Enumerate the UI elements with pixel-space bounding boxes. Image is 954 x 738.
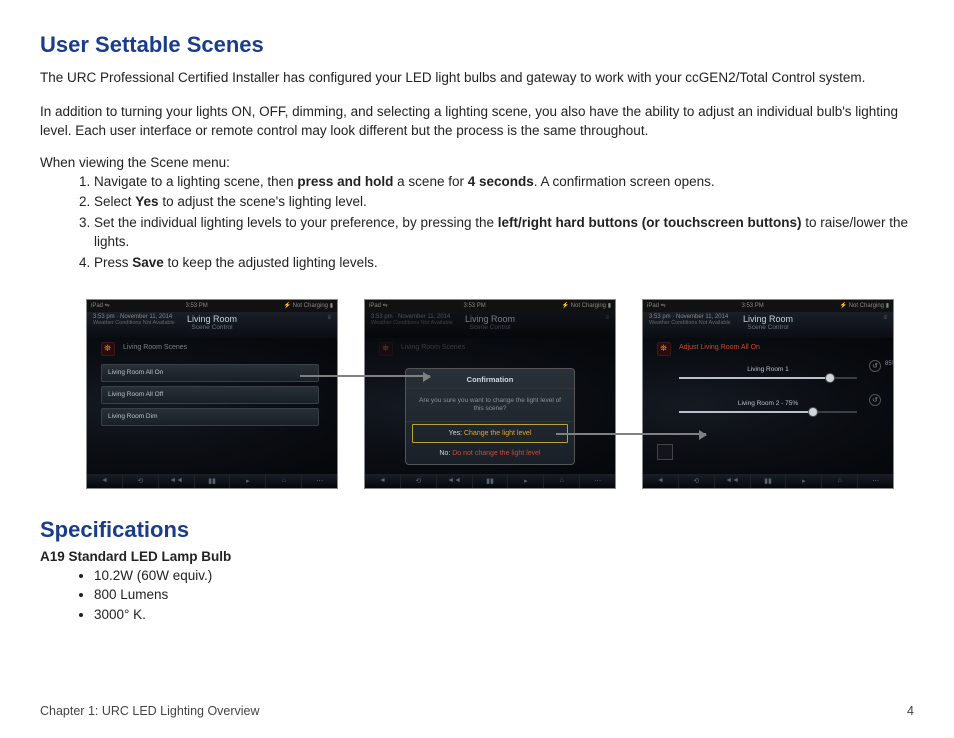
screenshot-1-scene-list: iPad ⇋ 3:53 PM ⚡ Not Charging ▮ 3:53 pm … bbox=[86, 299, 338, 489]
toolbar-btn[interactable]: ◄ bbox=[87, 474, 123, 488]
ipad-status-bar: iPad ⇋ 3:53 PM ⚡ Not Charging ▮ bbox=[643, 300, 893, 312]
toolbar-btn[interactable]: ⟲ bbox=[123, 474, 159, 488]
step-1: Navigate to a lighting scene, then press… bbox=[94, 172, 914, 192]
slider-knob[interactable] bbox=[825, 373, 835, 383]
toolbar-btn[interactable]: ◄ bbox=[365, 474, 401, 488]
screenshot-2-confirmation: iPad ⇋ 3:53 PM ⚡ Not Charging ▮ 3:53 pm … bbox=[364, 299, 616, 489]
toolbar-btn[interactable]: ▸ bbox=[508, 474, 544, 488]
toolbar-btn[interactable]: ◄◄ bbox=[159, 474, 195, 488]
toolbar-btn[interactable]: ⋯ bbox=[580, 474, 615, 488]
scenes-icon bbox=[101, 342, 115, 356]
scenes-icon bbox=[379, 342, 393, 356]
heading-specifications: Specifications bbox=[40, 517, 914, 543]
slider-label: Living Room 2 - 75% bbox=[657, 400, 879, 407]
toolbar-btn[interactable]: ▮▮ bbox=[473, 474, 509, 488]
toolbar-btn[interactable]: ▸ bbox=[230, 474, 266, 488]
slider-value: 85% bbox=[885, 361, 894, 367]
slider-reset-icon[interactable]: ↺ bbox=[869, 360, 881, 372]
app-header: 3:53 pm · November 11, 2014Weather Condi… bbox=[87, 312, 337, 338]
slider-row-1: Living Room 1 85% ↺ bbox=[657, 366, 879, 394]
slider-label: Living Room 1 bbox=[657, 366, 879, 373]
toolbar-btn[interactable]: ⋯ bbox=[858, 474, 893, 488]
intro-paragraph-2: In addition to turning your lights ON, O… bbox=[40, 102, 914, 141]
when-line: When viewing the Scene menu: bbox=[40, 155, 914, 170]
step-2: Select Yes to adjust the scene's lightin… bbox=[94, 192, 914, 212]
toolbar-btn[interactable]: ▮▮ bbox=[195, 474, 231, 488]
slider-row-2: Living Room 2 - 75% ↺ bbox=[657, 400, 879, 428]
spec-item: 10.2W (60W equiv.) bbox=[94, 566, 914, 586]
screenshot-3-adjust: iPad ⇋ 3:53 PM ⚡ Not Charging ▮ 3:53 pm … bbox=[642, 299, 894, 489]
toolbar-btn[interactable]: ◄ bbox=[643, 474, 679, 488]
scene-row[interactable]: Living Room All Off bbox=[101, 386, 319, 404]
slider-reset-icon[interactable]: ↺ bbox=[869, 394, 881, 406]
toolbar-btn[interactable]: ⌂ bbox=[544, 474, 580, 488]
toolbar-btn[interactable]: ⌂ bbox=[822, 474, 858, 488]
slider-track[interactable] bbox=[679, 377, 857, 379]
screenshot-row: iPad ⇋ 3:53 PM ⚡ Not Charging ▮ 3:53 pm … bbox=[86, 299, 914, 489]
heading-user-settable-scenes: User Settable Scenes bbox=[40, 32, 914, 58]
bottom-toolbar: ◄ ⟲ ◄◄ ▮▮ ▸ ⌂ ⋯ bbox=[87, 474, 337, 488]
spec-item: 800 Lumens bbox=[94, 585, 914, 605]
scenes-panel-title: Living Room Scenes bbox=[123, 344, 187, 351]
step-4: Press Save to keep the adjusted lighting… bbox=[94, 253, 914, 273]
toolbar-btn[interactable]: ◄◄ bbox=[715, 474, 751, 488]
menu-icon[interactable]: ≡ bbox=[327, 315, 331, 321]
adjust-title: Adjust Living Room All On bbox=[679, 344, 760, 351]
page-footer: Chapter 1: URC LED Lighting Overview 4 bbox=[40, 704, 914, 718]
modal-option-yes[interactable]: Yes: Change the light level bbox=[412, 424, 568, 443]
modal-message: Are you sure you want to change the ligh… bbox=[406, 389, 574, 423]
ipad-status-bar: iPad ⇋ 3:53 PM ⚡ Not Charging ▮ bbox=[87, 300, 337, 312]
intro-paragraph-1: The URC Professional Certified Installer… bbox=[40, 68, 914, 88]
footer-page-number: 4 bbox=[907, 704, 914, 718]
steps-list: Navigate to a lighting scene, then press… bbox=[94, 172, 914, 273]
modal-title: Confirmation bbox=[406, 375, 574, 389]
toolbar-btn[interactable]: ▸ bbox=[786, 474, 822, 488]
bottom-toolbar: ◄ ⟲ ◄◄ ▮▮ ▸ ⌂ ⋯ bbox=[365, 474, 615, 488]
spec-list: 10.2W (60W equiv.) 800 Lumens 3000° K. bbox=[94, 566, 914, 625]
app-header: 3:53 pm · November 11, 2014Weather Condi… bbox=[643, 312, 893, 338]
scene-row[interactable]: Living Room All On bbox=[101, 364, 319, 382]
slider-track[interactable] bbox=[679, 411, 857, 413]
slider-knob[interactable] bbox=[808, 407, 818, 417]
toolbar-btn[interactable]: ⋯ bbox=[302, 474, 337, 488]
ipad-status-bar: iPad ⇋ 3:53 PM ⚡ Not Charging ▮ bbox=[365, 300, 615, 312]
toolbar-btn[interactable]: ◄◄ bbox=[437, 474, 473, 488]
app-header: 3:53 pm · November 11, 2014Weather Condi… bbox=[365, 312, 615, 338]
toolbar-btn[interactable]: ▮▮ bbox=[751, 474, 787, 488]
arrow-1 bbox=[300, 375, 430, 377]
spec-item: 3000° K. bbox=[94, 605, 914, 625]
confirmation-modal: Confirmation Are you sure you want to ch… bbox=[405, 368, 575, 466]
scenes-icon bbox=[657, 342, 671, 356]
footer-chapter: Chapter 1: URC LED Lighting Overview bbox=[40, 704, 260, 718]
step-3: Set the individual lighting levels to yo… bbox=[94, 213, 914, 252]
arrow-2 bbox=[556, 433, 706, 435]
bottom-toolbar: ◄ ⟲ ◄◄ ▮▮ ▸ ⌂ ⋯ bbox=[643, 474, 893, 488]
modal-option-no[interactable]: No: Do not change the light level bbox=[406, 445, 574, 464]
toolbar-btn[interactable]: ⌂ bbox=[266, 474, 302, 488]
save-icon[interactable] bbox=[657, 444, 673, 460]
scene-row[interactable]: Living Room Dim bbox=[101, 408, 319, 426]
toolbar-btn[interactable]: ⟲ bbox=[679, 474, 715, 488]
spec-subhead: A19 Standard LED Lamp Bulb bbox=[40, 549, 914, 564]
toolbar-btn[interactable]: ⟲ bbox=[401, 474, 437, 488]
